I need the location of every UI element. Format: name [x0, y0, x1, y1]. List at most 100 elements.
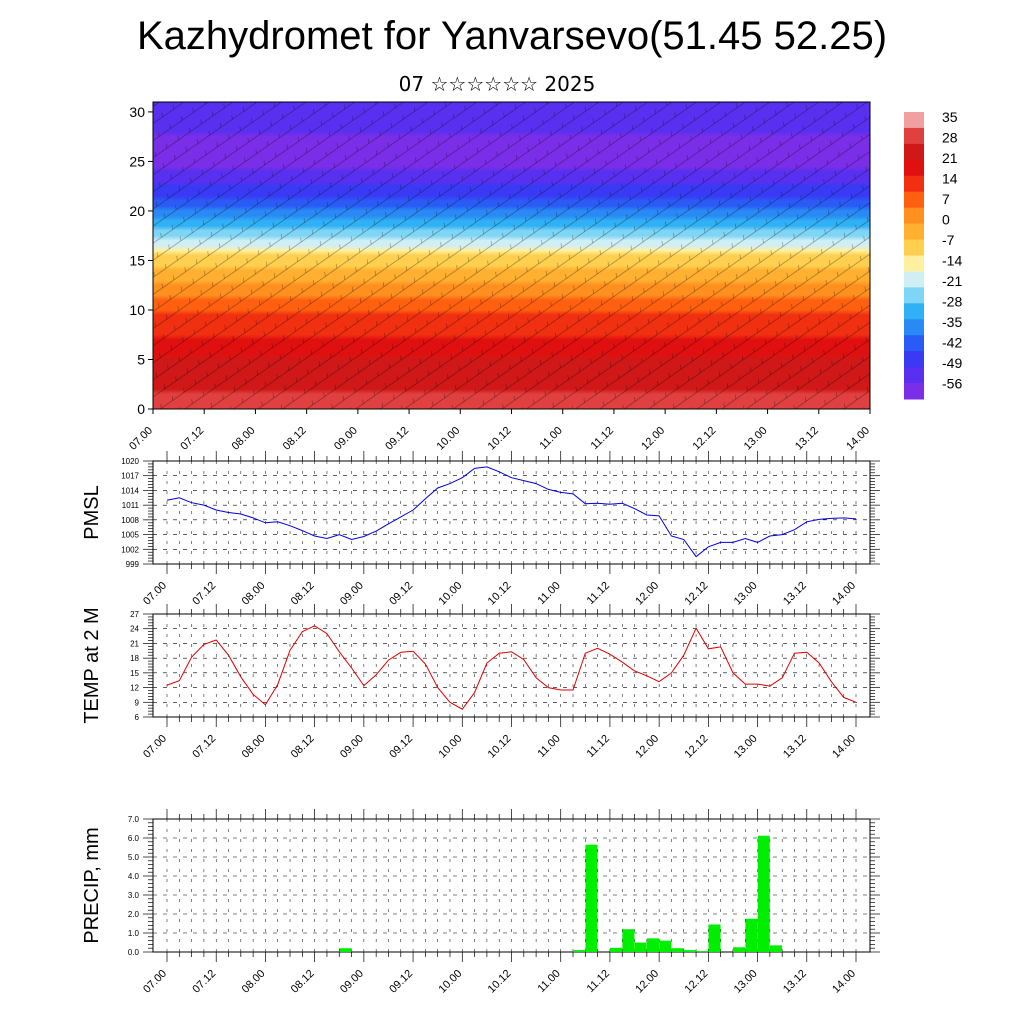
precip-x-tick-label: 10.00 — [436, 968, 464, 996]
precip-y-tick-label: 7.0 — [128, 815, 140, 824]
precip-x-tick-label: 11.12 — [585, 968, 612, 995]
colorbar-swatch — [904, 335, 924, 352]
pmsl-x-tick-label: 09.12 — [387, 580, 415, 608]
precip-x-tick-label: 07.12 — [190, 968, 218, 996]
colorbar-label: -7 — [942, 232, 955, 248]
heatmap-x-tick-label: 09.12 — [383, 425, 411, 453]
heatmap-y-tick-label: 25 — [129, 153, 145, 169]
colorbar-label: -14 — [942, 253, 962, 269]
colorbar-label: 14 — [942, 171, 958, 187]
heatmap-y-tick-label: 20 — [129, 203, 145, 219]
colorbar-swatch — [904, 351, 924, 368]
pmsl-y-tick-label: 1008 — [121, 516, 139, 525]
temp-x-tick-label: 11.12 — [585, 733, 612, 760]
precip-x-tick-label: 12.00 — [633, 968, 661, 996]
heatmap-x-tick-label: 08.00 — [230, 425, 258, 453]
precip-y-tick-label: 4.0 — [128, 872, 140, 881]
temp-series-line — [166, 625, 857, 710]
pmsl-x-tick-label: 13.00 — [732, 580, 760, 608]
heatmap-x-tick-label: 10.12 — [486, 425, 514, 453]
precip-bar — [708, 924, 721, 952]
precip-y-tick-label: 2.0 — [128, 910, 140, 919]
precip-bar — [634, 942, 647, 952]
temp-x-tick-label: 08.12 — [289, 733, 317, 761]
precip-axis-title: PRECIP, mm — [81, 827, 103, 943]
precip-bar — [610, 947, 623, 952]
temp-panel: 6 9 12 15 18 21 24 27 07.00 07.12 08.00 08.12 09.00 0… — [81, 604, 880, 761]
heatmap-x-tick-label: 10.00 — [434, 425, 462, 453]
pmsl-y-tick-label: 1014 — [121, 486, 139, 495]
precip-bar — [733, 947, 746, 952]
colorbar-label: 28 — [942, 130, 958, 146]
precip-x-tick-label: 11.00 — [535, 968, 562, 995]
temp-x-tick-label: 13.12 — [781, 733, 809, 761]
temp-x-tick-label: 07.12 — [190, 733, 218, 761]
heatmap-x-tick-label: 07.12 — [178, 425, 206, 453]
chart-title: Kazhydromet for Yanvarsevo(51.45 52.25) — [136, 14, 888, 58]
heatmap-x-tick-label: 08.12 — [281, 425, 309, 453]
pmsl-x-tick-label: 07.12 — [190, 580, 218, 608]
pmsl-x-tick-label: 10.12 — [486, 580, 514, 608]
pmsl-x-tick-label: 10.00 — [436, 580, 464, 608]
precip-y-tick-label: 6.0 — [128, 834, 140, 843]
heatmap-y-tick-label: 0 — [137, 401, 145, 417]
colorbar-label: -35 — [942, 314, 962, 330]
pmsl-y-tick-label: 999 — [126, 560, 140, 569]
precip-bar — [745, 918, 758, 952]
pmsl-x-tick-label: 13.12 — [781, 580, 809, 608]
heatmap-y-tick-label: 15 — [129, 252, 145, 268]
temp-x-tick-label: 09.00 — [338, 733, 366, 761]
pmsl-x-tick-label: 14.00 — [830, 580, 858, 608]
heatmap-x-tick-label: 12.12 — [691, 425, 719, 453]
heatmap-x-tick-label: 13.00 — [742, 425, 770, 453]
heatmap-y-tick-label: 5 — [137, 351, 145, 367]
pmsl-y-tick-label: 1020 — [121, 457, 139, 466]
colorbar-swatch — [904, 255, 924, 272]
heatmap-y-tick-label: 30 — [129, 104, 145, 120]
colorbar-swatch — [904, 287, 924, 304]
precip-bar — [671, 948, 684, 952]
colorbar-swatch — [904, 367, 924, 384]
precip-x-tick-label: 12.12 — [683, 968, 711, 996]
temp-x-tick-label: 08.00 — [240, 733, 268, 761]
heatmap-x-tick-label: 12.00 — [639, 425, 667, 453]
precip-bar — [769, 945, 783, 952]
precip-x-tick-label: 10.12 — [486, 968, 514, 996]
colorbar-swatch — [904, 303, 924, 320]
pmsl-panel: 999 1002 1005 1008 1011 1014 1017 1020 07.00 07.1… — [81, 451, 880, 608]
pmsl-x-tick-label: 12.12 — [683, 580, 711, 608]
colorbar-swatch — [904, 383, 924, 400]
pmsl-y-tick-label: 1017 — [121, 472, 139, 481]
heatmap-x-tick-label: 09.00 — [332, 425, 360, 453]
temp-x-tick-label: 12.12 — [683, 733, 711, 761]
pmsl-axis-title: PMSL — [81, 485, 103, 539]
heatmap-x-tick-label: 11.12 — [589, 425, 616, 452]
temp-x-tick-label: 10.00 — [436, 733, 464, 761]
colorbar-label: 21 — [942, 150, 958, 166]
temp-y-tick-label: 27 — [130, 610, 139, 619]
precip-x-tick-label: 08.12 — [289, 968, 317, 996]
precip-bar — [622, 929, 635, 952]
precip-bar — [683, 950, 696, 952]
precip-bar — [585, 844, 598, 952]
colorbar-label: 7 — [942, 191, 950, 207]
precip-y-tick-label: 0.0 — [128, 948, 140, 957]
temp-x-tick-label: 12.00 — [633, 733, 661, 761]
precip-y-tick-label: 1.0 — [128, 929, 140, 938]
precip-bar — [696, 951, 709, 952]
colorbar-swatch — [904, 319, 924, 336]
colorbar-swatch — [904, 207, 924, 225]
temp-x-tick-label: 14.00 — [830, 733, 858, 761]
colorbar-swatch — [904, 112, 924, 129]
temp-axis-title: TEMP at 2 M — [81, 607, 103, 723]
colorbar-label: 0 — [942, 212, 950, 228]
colorbar-swatch — [904, 175, 924, 193]
colorbar-label: -49 — [942, 355, 962, 371]
temp-y-tick-label: 24 — [130, 625, 139, 634]
pmsl-x-tick-label: 08.12 — [289, 580, 317, 608]
colorbar-swatch — [904, 271, 924, 288]
precip-x-tick-label: 08.00 — [240, 968, 268, 996]
heatmap-x-tick-label: 07.00 — [127, 425, 155, 453]
temp-y-tick-label: 21 — [130, 639, 139, 648]
temp-x-tick-label: 11.00 — [535, 733, 562, 760]
